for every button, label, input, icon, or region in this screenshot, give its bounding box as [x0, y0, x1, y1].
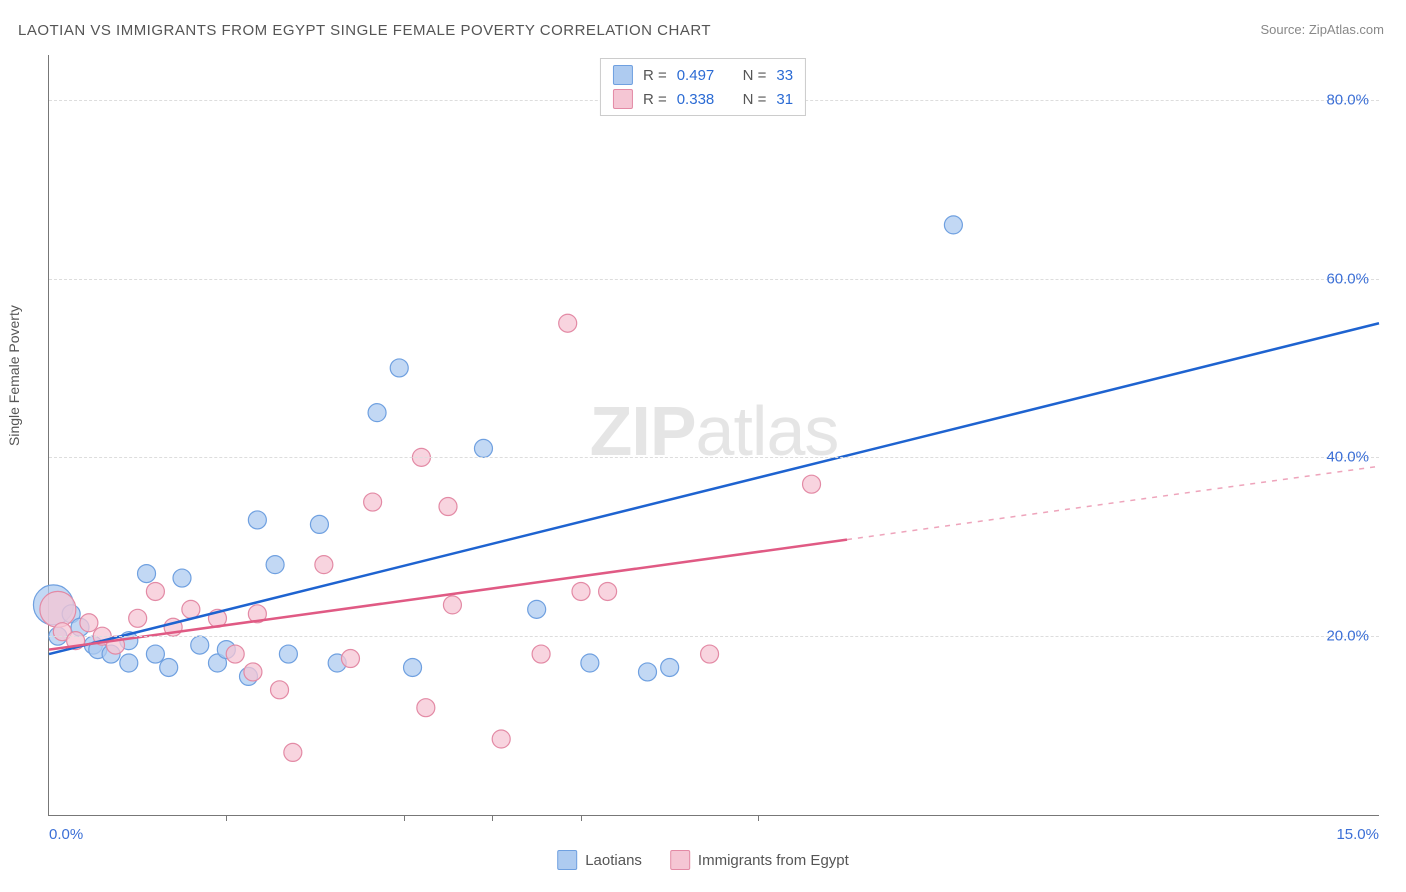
legend-label: Immigrants from Egypt	[698, 852, 849, 869]
x-tick-mark	[404, 815, 405, 821]
x-tick-mark	[581, 815, 582, 821]
r-value: 0.497	[677, 67, 715, 84]
y-tick-label: 60.0%	[1326, 270, 1369, 287]
data-point	[182, 600, 200, 618]
data-point	[368, 404, 386, 422]
data-point	[661, 658, 679, 676]
data-point	[226, 645, 244, 663]
chart-title: LAOTIAN VS IMMIGRANTS FROM EGYPT SINGLE …	[18, 22, 711, 39]
source-credit: Source: ZipAtlas.com	[1260, 22, 1384, 37]
data-point	[271, 681, 289, 699]
gridline	[49, 279, 1379, 280]
n-label: N =	[743, 91, 767, 108]
swatch-icon	[613, 89, 633, 109]
data-point	[266, 556, 284, 574]
data-point	[492, 730, 510, 748]
swatch-icon	[670, 850, 690, 870]
data-point	[417, 699, 435, 717]
n-label: N =	[743, 67, 767, 84]
legend-correlation: R = 0.497 N = 33 R = 0.338 N = 31	[600, 58, 806, 116]
y-axis-label: Single Female Poverty	[6, 305, 22, 446]
data-point	[80, 614, 98, 632]
data-point	[528, 600, 546, 618]
data-point	[944, 216, 962, 234]
data-point	[803, 475, 821, 493]
legend-series: Laotians Immigrants from Egypt	[557, 850, 849, 870]
plot-svg	[49, 55, 1379, 815]
data-point	[559, 314, 577, 332]
data-point	[129, 609, 147, 627]
gridline	[49, 457, 1379, 458]
x-tick-mark	[492, 815, 493, 821]
swatch-icon	[613, 65, 633, 85]
data-point	[701, 645, 719, 663]
data-point	[599, 582, 617, 600]
x-tick-label: 15.0%	[1336, 826, 1379, 843]
x-tick-mark	[758, 815, 759, 821]
data-point	[120, 654, 138, 672]
data-point	[173, 569, 191, 587]
r-label: R =	[643, 91, 667, 108]
data-point	[341, 650, 359, 668]
data-point	[279, 645, 297, 663]
data-point	[315, 556, 333, 574]
data-point	[244, 663, 262, 681]
data-point	[439, 498, 457, 516]
trend-line-extrapolated	[847, 466, 1379, 539]
r-value: 0.338	[677, 91, 715, 108]
data-point	[284, 743, 302, 761]
data-point	[191, 636, 209, 654]
gridline	[49, 636, 1379, 637]
data-point	[390, 359, 408, 377]
y-tick-label: 40.0%	[1326, 449, 1369, 466]
data-point	[572, 582, 590, 600]
data-point	[40, 591, 76, 627]
data-point	[146, 582, 164, 600]
legend-row: R = 0.497 N = 33	[613, 63, 793, 87]
legend-item: Immigrants from Egypt	[670, 850, 849, 870]
trend-line	[49, 540, 847, 650]
x-tick-mark	[226, 815, 227, 821]
data-point	[532, 645, 550, 663]
y-tick-label: 20.0%	[1326, 628, 1369, 645]
trend-line	[49, 323, 1379, 654]
data-point	[404, 658, 422, 676]
data-point	[581, 654, 599, 672]
data-point	[443, 596, 461, 614]
x-tick-label: 0.0%	[49, 826, 83, 843]
n-value: 31	[776, 91, 793, 108]
data-point	[248, 511, 266, 529]
data-point	[138, 565, 156, 583]
r-label: R =	[643, 67, 667, 84]
n-value: 33	[776, 67, 793, 84]
source-link[interactable]: ZipAtlas.com	[1309, 22, 1384, 37]
swatch-icon	[557, 850, 577, 870]
data-point	[639, 663, 657, 681]
data-point	[146, 645, 164, 663]
source-prefix: Source:	[1260, 22, 1308, 37]
legend-item: Laotians	[557, 850, 642, 870]
legend-label: Laotians	[585, 852, 642, 869]
data-point	[160, 658, 178, 676]
data-point	[364, 493, 382, 511]
plot-area: ZIPatlas 20.0%40.0%60.0%80.0%0.0%15.0%	[48, 55, 1379, 816]
data-point	[474, 439, 492, 457]
y-tick-label: 80.0%	[1326, 91, 1369, 108]
legend-row: R = 0.338 N = 31	[613, 87, 793, 111]
data-point	[310, 515, 328, 533]
